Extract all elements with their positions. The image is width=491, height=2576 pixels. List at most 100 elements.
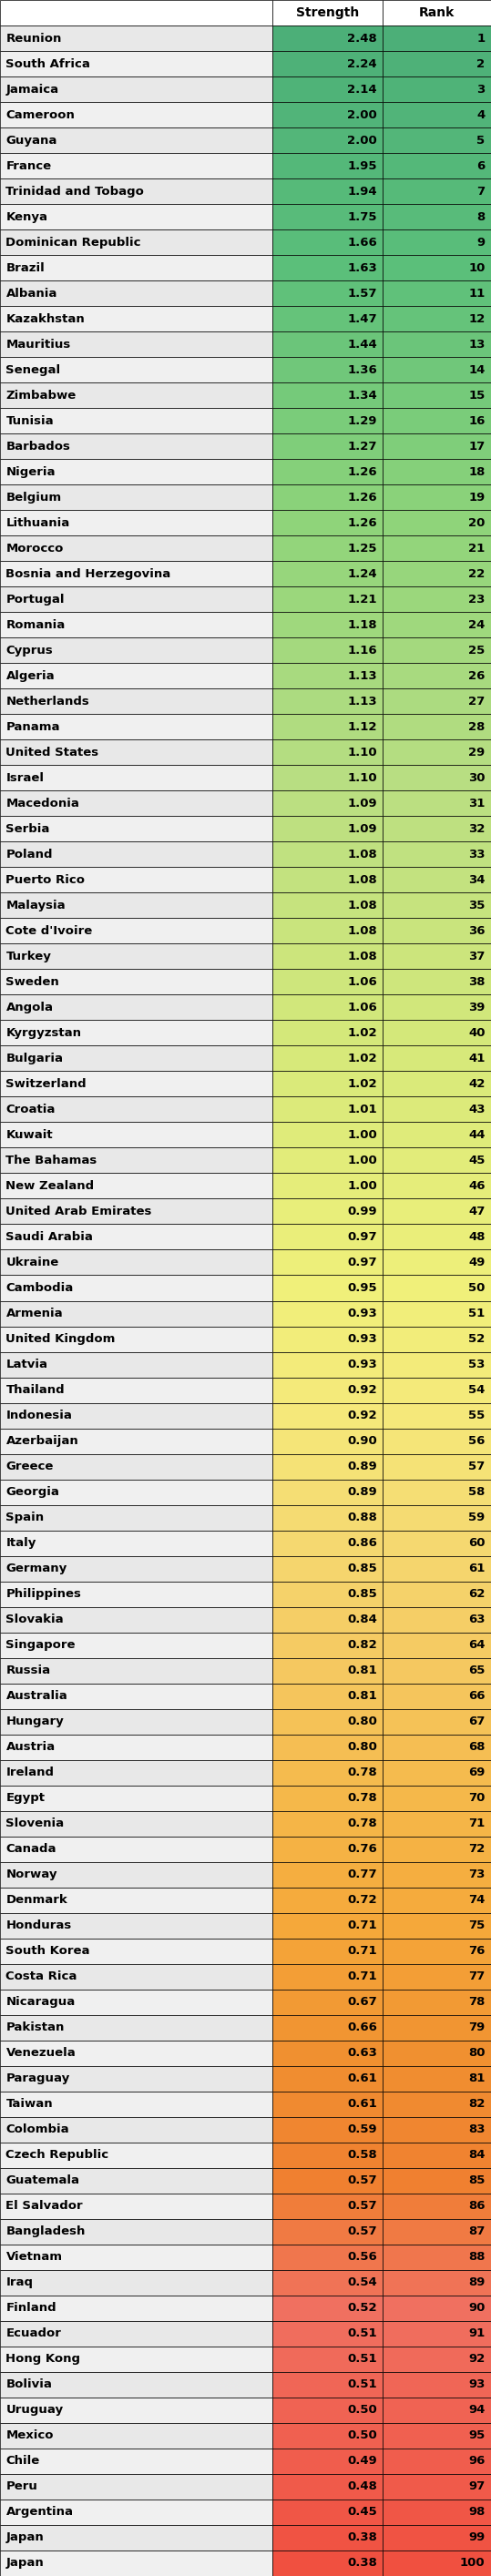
Text: Hong Kong: Hong Kong xyxy=(6,2354,81,2365)
Bar xyxy=(273,2321,383,2347)
Bar xyxy=(383,2040,491,2066)
Bar xyxy=(383,204,491,229)
Text: 0.67: 0.67 xyxy=(347,1996,377,2009)
Bar xyxy=(383,1682,491,1708)
Text: 49: 49 xyxy=(468,1257,485,1267)
Bar xyxy=(0,1862,273,1888)
Bar xyxy=(383,1989,491,2014)
Text: 0.58: 0.58 xyxy=(347,2148,377,2161)
Bar xyxy=(0,1989,273,2014)
Text: United Arab Emirates: United Arab Emirates xyxy=(6,1206,152,1218)
Text: 57: 57 xyxy=(468,1461,485,1473)
Text: 1.08: 1.08 xyxy=(347,951,377,963)
Text: Cote d'Ivoire: Cote d'Ivoire xyxy=(6,925,93,938)
Bar xyxy=(0,994,273,1020)
Bar xyxy=(383,894,491,917)
Bar xyxy=(273,1275,383,1301)
Bar xyxy=(383,1020,491,1046)
Bar xyxy=(273,2040,383,2066)
Text: 18: 18 xyxy=(468,466,485,477)
Text: 85: 85 xyxy=(468,2174,485,2187)
Text: 0.72: 0.72 xyxy=(347,1893,377,1906)
Text: 96: 96 xyxy=(468,2455,485,2468)
Text: 78: 78 xyxy=(468,1996,485,2009)
Text: 40: 40 xyxy=(468,1028,485,1038)
Bar xyxy=(383,178,491,204)
Bar xyxy=(383,969,491,994)
Text: 12: 12 xyxy=(468,312,485,325)
Bar xyxy=(383,1556,491,1582)
Text: Bangladesh: Bangladesh xyxy=(6,2226,85,2239)
Text: 1.09: 1.09 xyxy=(347,799,377,809)
Bar xyxy=(383,1963,491,1989)
Bar xyxy=(383,842,491,868)
Bar xyxy=(383,2218,491,2244)
Text: 0.95: 0.95 xyxy=(347,1283,377,1293)
Text: Brazil: Brazil xyxy=(6,263,45,273)
Text: 82: 82 xyxy=(468,2099,485,2110)
Text: 0.93: 0.93 xyxy=(347,1358,377,1370)
Text: 0.57: 0.57 xyxy=(347,2226,377,2239)
Text: 0.76: 0.76 xyxy=(347,1844,377,1855)
Bar xyxy=(273,662,383,688)
Bar xyxy=(383,613,491,639)
Bar xyxy=(273,1172,383,1198)
Bar xyxy=(383,103,491,129)
Text: 47: 47 xyxy=(468,1206,485,1218)
Bar xyxy=(0,1633,273,1659)
Text: 90: 90 xyxy=(468,2303,485,2313)
Text: Slovenia: Slovenia xyxy=(6,1819,64,1829)
Text: Philippines: Philippines xyxy=(6,1589,82,1600)
Bar xyxy=(273,255,383,281)
Text: 0.85: 0.85 xyxy=(347,1589,377,1600)
Bar xyxy=(273,384,383,407)
Bar xyxy=(273,842,383,868)
Text: Honduras: Honduras xyxy=(6,1919,72,1932)
Bar xyxy=(273,2398,383,2424)
Bar xyxy=(0,1504,273,1530)
Text: Paraguay: Paraguay xyxy=(6,2074,70,2084)
Text: 3: 3 xyxy=(477,82,485,95)
Bar xyxy=(383,1046,491,1072)
Bar xyxy=(383,1198,491,1224)
Text: 0.71: 0.71 xyxy=(347,1945,377,1958)
Bar xyxy=(383,1633,491,1659)
Text: Tunisia: Tunisia xyxy=(6,415,54,428)
Bar xyxy=(273,1504,383,1530)
Text: 84: 84 xyxy=(468,2148,485,2161)
Bar xyxy=(0,1607,273,1633)
Text: Portugal: Portugal xyxy=(6,592,65,605)
Bar xyxy=(383,384,491,407)
Bar xyxy=(0,1352,273,1378)
Text: 0.92: 0.92 xyxy=(347,1383,377,1396)
Text: 0.93: 0.93 xyxy=(347,1334,377,1345)
Text: 1.06: 1.06 xyxy=(347,1002,377,1012)
Bar xyxy=(273,1530,383,1556)
Bar xyxy=(383,994,491,1020)
Text: 35: 35 xyxy=(468,899,485,912)
Text: 0.49: 0.49 xyxy=(347,2455,377,2468)
Bar xyxy=(273,2014,383,2040)
Text: 13: 13 xyxy=(468,337,485,350)
Text: Cameroon: Cameroon xyxy=(6,108,75,121)
Bar xyxy=(273,1682,383,1708)
Text: 0.38: 0.38 xyxy=(347,2532,377,2543)
Text: Ecuador: Ecuador xyxy=(6,2329,61,2339)
Bar xyxy=(383,1811,491,1837)
Bar xyxy=(0,1427,273,1453)
Bar xyxy=(0,1275,273,1301)
Bar xyxy=(273,969,383,994)
Text: 1.08: 1.08 xyxy=(347,899,377,912)
Text: 63: 63 xyxy=(468,1613,485,1625)
Bar xyxy=(273,1249,383,1275)
Text: 1.47: 1.47 xyxy=(347,312,377,325)
Text: 0.89: 0.89 xyxy=(347,1461,377,1473)
Text: Russia: Russia xyxy=(6,1664,51,1677)
Text: 1.24: 1.24 xyxy=(347,567,377,580)
Bar xyxy=(0,1249,273,1275)
Text: Egypt: Egypt xyxy=(6,1793,45,1803)
Text: 60: 60 xyxy=(468,1538,485,1548)
Text: 1.00: 1.00 xyxy=(347,1180,377,1193)
Bar xyxy=(0,0,273,26)
Text: 86: 86 xyxy=(468,2200,485,2213)
